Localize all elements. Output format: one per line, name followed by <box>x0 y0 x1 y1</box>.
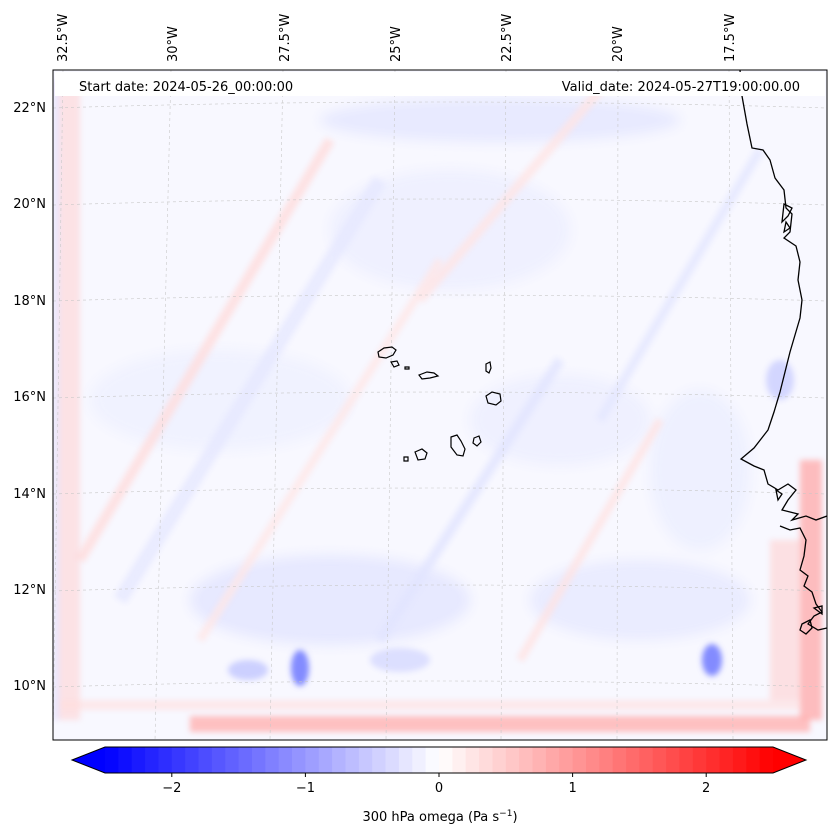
map-frame <box>52 69 828 741</box>
colorbar-segment <box>425 747 440 773</box>
island-sal <box>485 361 492 374</box>
colorbar-segments <box>72 747 806 773</box>
lat-label: 22°N <box>13 101 46 116</box>
colorbar-segment <box>358 747 373 773</box>
graticule <box>53 70 827 740</box>
colorbar-segment <box>639 747 654 773</box>
colorbar-outline <box>70 746 808 774</box>
lat-label: 16°N <box>13 390 46 405</box>
longitude-labels: 32.5°W 30°W 27.5°W 25°W 22.5°W 20°W 17.5… <box>56 14 738 62</box>
valid-date-label: Valid_date: 2024-05-27T19:00:00.00 <box>562 80 800 95</box>
lat-label: 18°N <box>13 294 46 309</box>
colorbar-segment <box>198 747 213 773</box>
island-santiago <box>450 434 466 457</box>
colorbar-segment <box>479 747 494 773</box>
colorbar-segment <box>439 747 453 773</box>
island-boa-vista <box>485 391 502 406</box>
colorbar-segment <box>211 747 226 773</box>
start-date-label: Start date: 2024-05-26_00:00:00 <box>79 80 293 95</box>
lat-label: 10°N <box>13 679 46 694</box>
colorbar-segment <box>171 747 186 773</box>
colorbar-segment <box>759 747 774 773</box>
colorbar-ticks: −2 −1 0 1 2 <box>162 773 710 796</box>
lat-label: 20°N <box>13 197 46 212</box>
island-fogo <box>414 448 428 461</box>
colorbar-extend-low <box>72 747 105 773</box>
colorbar-segment <box>746 747 761 773</box>
cape-verde-islands <box>377 346 502 462</box>
colorbar-tick-label: 1 <box>568 781 576 796</box>
lon-label: 20°W <box>611 26 626 62</box>
lon-label: 27.5°W <box>278 14 293 62</box>
colorbar-tick-label: −2 <box>162 781 181 796</box>
colorbar-segment <box>105 747 119 773</box>
colorbar-segment <box>599 747 614 773</box>
colorbar-segment <box>492 747 507 773</box>
colorbar-segment <box>652 747 667 773</box>
island-sao-nicolau <box>418 371 440 380</box>
colorbar-segment <box>465 747 480 773</box>
island-maio <box>472 435 482 447</box>
colorbar-label: 300 hPa omega (Pa s−1) <box>362 809 517 825</box>
island-sao-vicente <box>390 360 400 368</box>
colorbar-segment <box>158 747 173 773</box>
colorbar-segment <box>131 747 146 773</box>
lon-label: 22.5°W <box>500 14 515 62</box>
colorbar-tick-label: 2 <box>702 781 710 796</box>
annotation-strip <box>55 72 825 96</box>
colorbar-segment <box>332 747 347 773</box>
colorbar-segment <box>251 747 266 773</box>
colorbar-segment <box>452 747 467 773</box>
lat-label: 12°N <box>13 583 46 598</box>
colorbar-segment <box>706 747 721 773</box>
colorbar-segment <box>345 747 360 773</box>
colorbar-segment <box>238 747 253 773</box>
colorbar-segment <box>385 747 400 773</box>
lon-label: 32.5°W <box>56 14 71 62</box>
colorbar-segment <box>585 747 600 773</box>
colorbar-segment <box>719 747 734 773</box>
africa-coastline <box>739 70 827 635</box>
colorbar-tick-label: 0 <box>435 781 443 796</box>
colorbar-segment <box>278 747 293 773</box>
colorbar-segment <box>732 747 747 773</box>
lon-label: 17.5°W <box>723 14 738 62</box>
island-brava <box>403 456 409 462</box>
colorbar: −2 −1 0 1 2 300 hPa omega (Pa s−1) <box>70 746 808 825</box>
colorbar-segment <box>225 747 240 773</box>
colorbar-segment <box>692 747 707 773</box>
colorbar-segment <box>505 747 520 773</box>
colorbar-segment <box>185 747 200 773</box>
colorbar-tick-label: −1 <box>296 781 315 796</box>
colorbar-segment <box>372 747 387 773</box>
lon-label: 25°W <box>389 26 404 62</box>
colorbar-segment <box>265 747 280 773</box>
colorbar-segment <box>519 747 534 773</box>
omega-field <box>53 80 822 732</box>
colorbar-segment <box>626 747 640 773</box>
island-santo-antao <box>377 346 397 359</box>
colorbar-segment <box>412 747 427 773</box>
colorbar-segment <box>545 747 560 773</box>
colorbar-segment <box>292 747 306 773</box>
colorbar-segment <box>679 747 694 773</box>
island-santa-luzia <box>404 366 410 370</box>
colorbar-segment <box>318 747 333 773</box>
colorbar-segment <box>532 747 547 773</box>
colorbar-segment <box>145 747 160 773</box>
lon-label: 30°W <box>166 26 181 62</box>
latitude-labels: 22°N 20°N 18°N 16°N 14°N 12°N 10°N <box>13 101 46 694</box>
map-panel: Start date: 2024-05-26_00:00:00 Valid_da… <box>53 70 827 740</box>
colorbar-segment <box>118 747 133 773</box>
colorbar-segment <box>305 747 320 773</box>
colorbar-extend-high <box>773 747 806 773</box>
colorbar-segment <box>559 747 574 773</box>
colorbar-segment <box>398 747 413 773</box>
colorbar-segment <box>666 747 681 773</box>
lat-label: 14°N <box>13 487 46 502</box>
colorbar-segment <box>612 747 627 773</box>
colorbar-segment <box>572 747 587 773</box>
